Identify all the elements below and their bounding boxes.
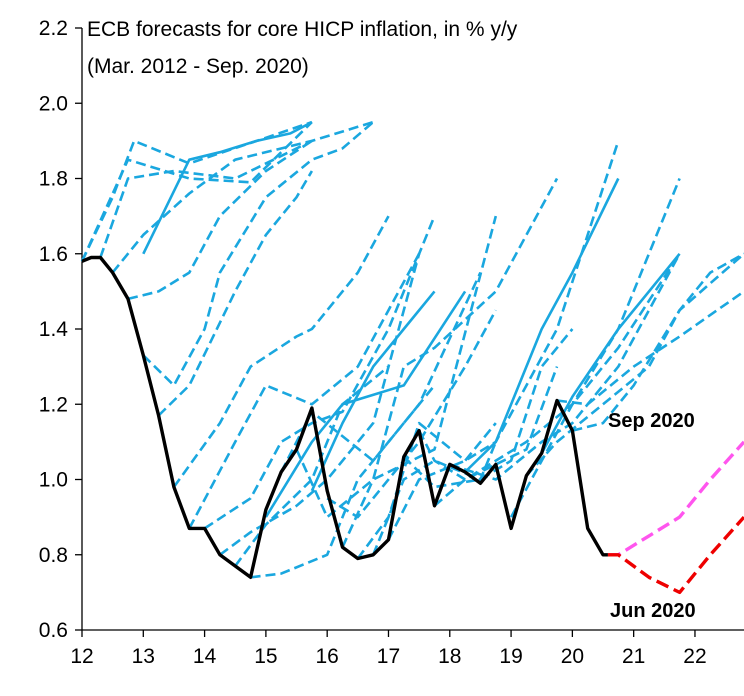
y-tick-label: 1.0: [39, 469, 68, 492]
forecast-series-solid: [540, 252, 681, 454]
annotation-jun-2020: Jun 2020: [610, 600, 696, 622]
forecast-series-dashed: [509, 253, 681, 518]
annotation-sep-2020: Sep 2020: [608, 410, 695, 432]
x-tick-label: 12: [70, 645, 93, 668]
forecast-series-dashed: [356, 421, 497, 560]
forecast-series-dashed: [203, 215, 436, 530]
x-tick-label: 19: [499, 645, 522, 668]
forecast-series-dashed: [572, 252, 744, 432]
forecast-series-dashed: [387, 140, 620, 541]
y-tick-label: 2.2: [39, 17, 68, 40]
x-tick-label: 13: [132, 645, 155, 668]
forecast-series-solid: [142, 120, 313, 255]
forecast-series-dashed: [111, 120, 374, 274]
forecast-series-dashed: [341, 177, 559, 548]
forecast-series-dashed: [234, 365, 390, 567]
y-tick-label: 2.0: [39, 92, 68, 115]
x-tick-label: 14: [193, 645, 217, 668]
forecast-series-solid: [264, 290, 467, 518]
y-tick-label: 1.4: [39, 318, 69, 341]
actual-core-hicp-series: [81, 255, 608, 579]
x-tick-label: 16: [316, 645, 339, 668]
forecast-series-dashed: [127, 139, 313, 301]
axes: 0.6 0.8 1.0 1.2 1.4 1.6 1.8 2.0 2.2 12 13 14 15 16 17 1…: [39, 17, 744, 668]
forecast-series-dashed: [525, 252, 744, 477]
forecast-series-solid: [310, 290, 436, 492]
forecast-series-dashed: [80, 121, 313, 262]
y-tick-label: 1.2: [39, 393, 68, 416]
y-tick-label: 0.8: [39, 544, 68, 567]
y-tick-label: 0.6: [39, 619, 68, 642]
forecast-series-dashed: [157, 170, 314, 417]
forecast-series-solid: [464, 177, 620, 473]
y-tick-label: 1.6: [39, 243, 68, 266]
y-tick-label: 1.8: [39, 168, 68, 191]
x-tick-label: 15: [254, 645, 277, 668]
forecast-series-dashed: [99, 139, 313, 258]
series-layer: [80, 120, 744, 595]
x-tick-label: 18: [438, 645, 461, 668]
forecast-series-dashed: [556, 290, 744, 406]
forecast-series-dashed: [80, 120, 313, 262]
forecast-series-jun-2020: [607, 515, 744, 595]
forecast-series-dashed: [326, 309, 497, 519]
chart-subtitle: (Mar. 2012 - Sep. 2020): [87, 55, 309, 78]
forecast-series-dashed: [219, 253, 421, 556]
x-tick-label: 22: [683, 645, 706, 668]
forecast-series-dashed: [295, 215, 498, 519]
chart-title: ECB forecasts for core HICP inflation, i…: [87, 18, 518, 41]
forecast-series-dashed: [188, 253, 421, 530]
forecast-series-dashed: [417, 366, 559, 481]
x-tick-label: 17: [377, 645, 400, 668]
x-tick-label: 21: [622, 645, 645, 668]
forecast-series-dashed: [172, 215, 390, 488]
x-tick-label: 20: [561, 645, 584, 668]
forecast-series-dashed: [142, 121, 375, 387]
